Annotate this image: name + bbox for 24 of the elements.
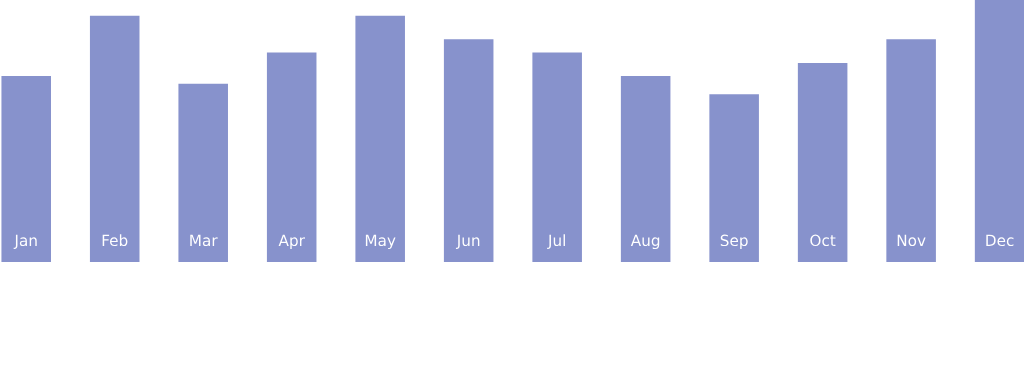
x-tick-label: Dec: [986, 234, 1014, 247]
bar: [89, 15, 140, 263]
bar: [355, 15, 405, 263]
bar: [974, 0, 1024, 263]
bar: [266, 52, 317, 263]
bar: [1, 76, 51, 263]
x-tick-label: Jun: [455, 234, 480, 249]
bar: [886, 39, 936, 263]
bar: [709, 94, 759, 263]
bar: [443, 39, 494, 263]
x-tick-label: Jan: [13, 234, 37, 249]
x-tick-label: Oct: [810, 234, 836, 247]
x-tick-label: Mar: [190, 234, 218, 247]
x-tick-label: Sep: [720, 234, 748, 250]
bar: [532, 52, 582, 263]
x-tick-label: Apr: [278, 234, 305, 250]
x-tick-label: Nov: [897, 234, 926, 247]
x-tick-label: Jul: [547, 234, 565, 249]
x-tick-label: Feb: [102, 234, 128, 247]
bar: [620, 76, 671, 263]
bar: [797, 62, 848, 263]
x-tick-label: May: [365, 234, 396, 250]
bar: [178, 83, 228, 263]
x-tick-label: Aug: [630, 234, 660, 250]
